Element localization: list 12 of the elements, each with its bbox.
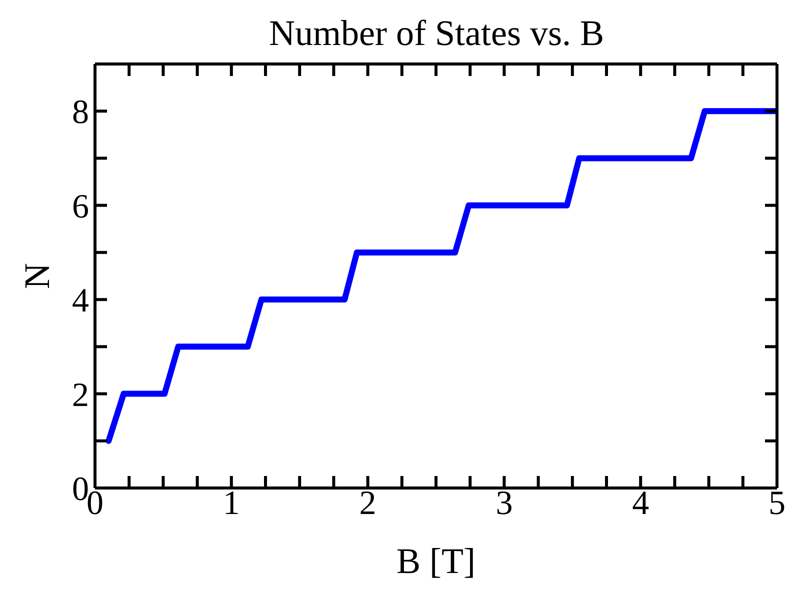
y-tick-label: 6 bbox=[72, 188, 89, 226]
x-tick-label: 5 bbox=[768, 485, 786, 522]
x-tick-label: 3 bbox=[496, 485, 513, 522]
x-axis-title: B [T] bbox=[396, 541, 476, 581]
x-tick-label: 2 bbox=[359, 485, 376, 522]
chart-title: Number of States vs. B bbox=[268, 12, 605, 55]
y-tick-label: 2 bbox=[72, 376, 89, 414]
y-tick-label: 4 bbox=[72, 282, 89, 320]
x-tick-label: 4 bbox=[632, 485, 650, 522]
y-axis-title: N bbox=[16, 263, 57, 289]
y-tick-label: 8 bbox=[72, 94, 89, 132]
x-tick-label: 1 bbox=[222, 485, 240, 522]
